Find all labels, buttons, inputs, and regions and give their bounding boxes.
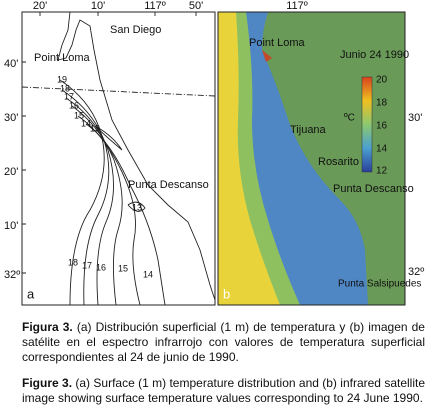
coastline-a xyxy=(57,11,216,301)
contour xyxy=(85,123,166,306)
top-tick-label: 117º xyxy=(144,0,166,12)
left-tick-label: 20' xyxy=(4,166,18,178)
contour-label: 13 xyxy=(132,202,142,212)
date-label: Junio 24 1990 xyxy=(340,49,409,61)
contour-label: 15 xyxy=(118,263,128,273)
contour xyxy=(71,105,123,306)
caption-text: (a) Surface (1 m) temperature distributi… xyxy=(22,376,426,405)
top-tick-label: 50' xyxy=(189,0,203,12)
right-tick-label: 32º xyxy=(408,266,424,278)
contour xyxy=(65,97,114,306)
caption-es: Figura 3. (a) Distribución superficial (… xyxy=(22,320,425,365)
place-label: Point Loma xyxy=(34,52,91,64)
colorbar-tick: 16 xyxy=(376,121,388,132)
contour-label: 18 xyxy=(60,83,70,93)
contour-label: 16 xyxy=(96,262,106,272)
contour-label: 18 xyxy=(68,257,78,267)
tick-marks xyxy=(22,12,197,274)
place-label: Rosarito xyxy=(318,156,359,168)
left-tick-label: 32º xyxy=(4,269,20,281)
figure: 20' 10' 117º 50' 40' 30' 20' 10' 32º San… xyxy=(4,0,424,306)
contour-label: 17 xyxy=(64,91,74,101)
place-label: Punta Descanso xyxy=(128,179,209,191)
contour-label: 13 xyxy=(90,123,100,133)
contour xyxy=(59,79,105,306)
contour-label: 17 xyxy=(82,260,92,270)
contour-label: 15 xyxy=(74,110,84,120)
place-label: Point Loma xyxy=(249,37,306,49)
border-line xyxy=(21,86,216,97)
contour xyxy=(61,89,110,306)
warm-spot xyxy=(262,50,272,62)
caption-label: Figure 3. xyxy=(22,376,73,390)
contour-label: 14 xyxy=(81,118,91,128)
top-tick-label: 10' xyxy=(91,0,105,12)
left-tick-label: 30' xyxy=(4,112,18,124)
colorbar-tick: 12 xyxy=(376,166,388,177)
place-label: Tijuana xyxy=(290,124,327,136)
panel-a-frame xyxy=(21,11,216,306)
satellite-image xyxy=(218,12,405,305)
colorbar-tick: 20 xyxy=(376,75,388,86)
contour-label: 19 xyxy=(57,74,67,84)
panel-label: a xyxy=(27,286,35,301)
top-tick-label: 20' xyxy=(33,0,47,12)
top-tick-label: 117º xyxy=(286,0,308,12)
contour-label: 14 xyxy=(143,269,153,279)
place-label: San Diego xyxy=(110,24,161,36)
left-tick-label: 10' xyxy=(4,220,18,232)
contour-label: 16 xyxy=(69,100,79,110)
contour xyxy=(94,125,123,151)
caption-text: (a) Distribución superficial (1 m) de te… xyxy=(22,320,425,364)
panel-label: b xyxy=(223,286,230,301)
place-label: Punta Descanso xyxy=(333,183,414,195)
right-tick-label: 30' xyxy=(408,112,422,124)
panel-a-lines xyxy=(21,11,216,306)
panel-b-frame xyxy=(217,11,406,306)
colorbar xyxy=(361,76,373,173)
contour xyxy=(127,201,146,212)
left-tick-label: 40' xyxy=(4,58,18,70)
colorbar-unit: ºC xyxy=(344,113,355,124)
place-label: Punta Salsipuedes xyxy=(338,279,421,290)
contour xyxy=(77,115,141,306)
caption-en: Figure 3. (a) Surface (1 m) temperature … xyxy=(22,376,425,406)
caption-label: Figura 3. xyxy=(22,320,73,334)
colorbar-tick: 14 xyxy=(376,144,388,155)
colorbar-tick: 18 xyxy=(376,98,388,109)
